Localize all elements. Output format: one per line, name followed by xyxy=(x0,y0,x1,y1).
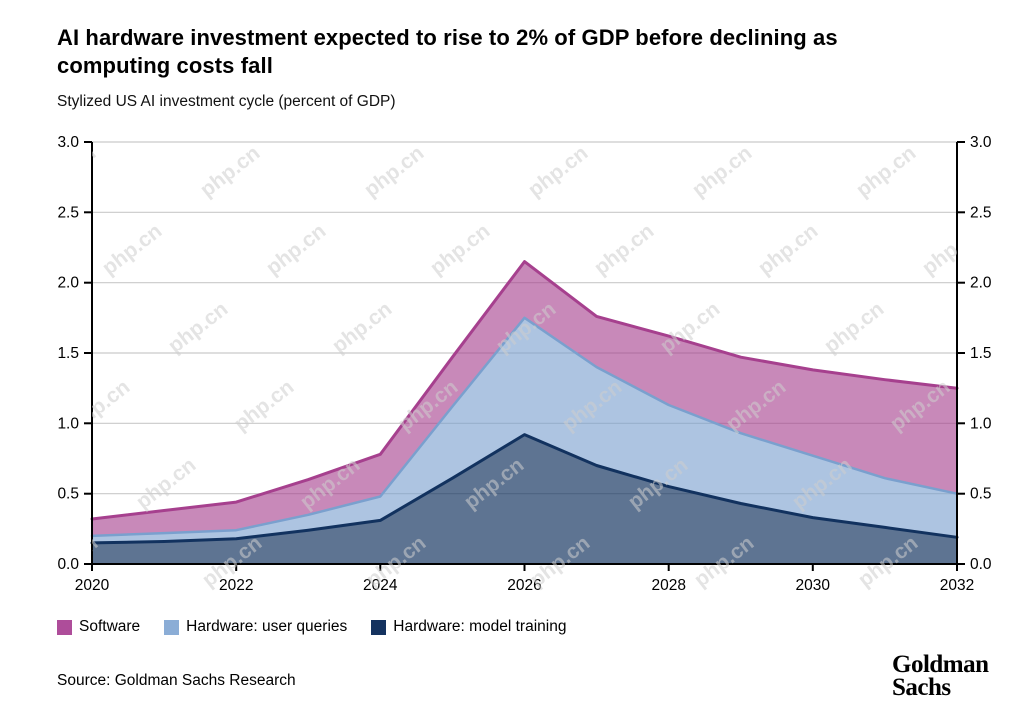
logo-line-1: Goldman xyxy=(892,651,989,678)
x-axis-tick-label: 2030 xyxy=(796,577,831,594)
chart-title: AI hardware investment expected to rise … xyxy=(57,25,838,78)
line-hardware-user-queries xyxy=(90,316,959,538)
y-axis-tick-label-left: 2.0 xyxy=(57,275,79,292)
source-note: Source: Goldman Sachs Research xyxy=(57,672,296,689)
x-axis-tick-label: 2024 xyxy=(363,577,398,594)
legend-item: Software xyxy=(57,618,140,636)
chart-svg: 0.0 0.0 0.5 0.5 1.0 1.0 1.5 1.5 2.0 2.0 2.5 2.5 3.0 3… xyxy=(57,134,991,594)
y-axis-tick-label-right: 0.0 xyxy=(970,556,992,573)
y-axis-tick-label-left: 1.5 xyxy=(57,345,79,362)
legend-swatch xyxy=(371,619,387,635)
plot-area: 0.0 0.0 0.5 0.5 1.0 1.0 1.5 1.5 2.0 2.0 2.5 2.5 3.0 3… xyxy=(57,134,991,594)
x-axis-tick-label: 2022 xyxy=(219,577,253,594)
y-axis-tick-label-left: 0.5 xyxy=(57,486,79,503)
legend-item: Hardware: model training xyxy=(371,618,566,636)
x-axis-tick-label: 2026 xyxy=(507,577,541,594)
x-axis-tick-label: 2028 xyxy=(651,577,685,594)
x-axis-tick-label: 2032 xyxy=(940,577,974,594)
area-hardware-user-queries xyxy=(92,317,957,543)
area-software xyxy=(92,261,957,536)
y-axis-tick-label-right: 1.0 xyxy=(970,415,992,432)
y-axis-tick-label-left: 1.0 xyxy=(57,415,79,432)
y-axis-tick-label-right: 2.0 xyxy=(970,275,992,292)
logo-line-2: Sachs xyxy=(892,674,951,701)
line-hardware-model-training xyxy=(90,433,959,545)
y-axis-tick-label-right: 3.0 xyxy=(970,134,992,151)
y-axis-tick-label-right: 2.5 xyxy=(970,204,992,221)
x-axis-tick-label: 2020 xyxy=(75,577,110,594)
legend-swatch xyxy=(164,619,180,635)
legend-label: Software xyxy=(79,618,141,635)
y-axis-tick-label-right: 1.5 xyxy=(970,345,992,362)
legend: Software Hardware: user queries Hardware: … xyxy=(57,618,566,636)
chart-subtitle: Stylized US AI investment cycle (percent… xyxy=(57,93,396,110)
line-software xyxy=(90,260,959,521)
legend-label: Hardware: user queries xyxy=(186,618,348,635)
legend-swatch xyxy=(57,619,72,635)
goldman-sachs-logo: Goldman Sachs xyxy=(892,651,989,701)
legend-item: Hardware: user queries xyxy=(164,618,347,636)
y-axis-tick-label-left: 2.5 xyxy=(57,204,79,221)
y-axis-tick-label-right: 0.5 xyxy=(970,486,992,503)
y-axis-tick-label-left: 0.0 xyxy=(57,556,79,573)
legend-label: Hardware: model training xyxy=(393,618,567,635)
y-axis-tick-label-left: 3.0 xyxy=(57,134,79,151)
